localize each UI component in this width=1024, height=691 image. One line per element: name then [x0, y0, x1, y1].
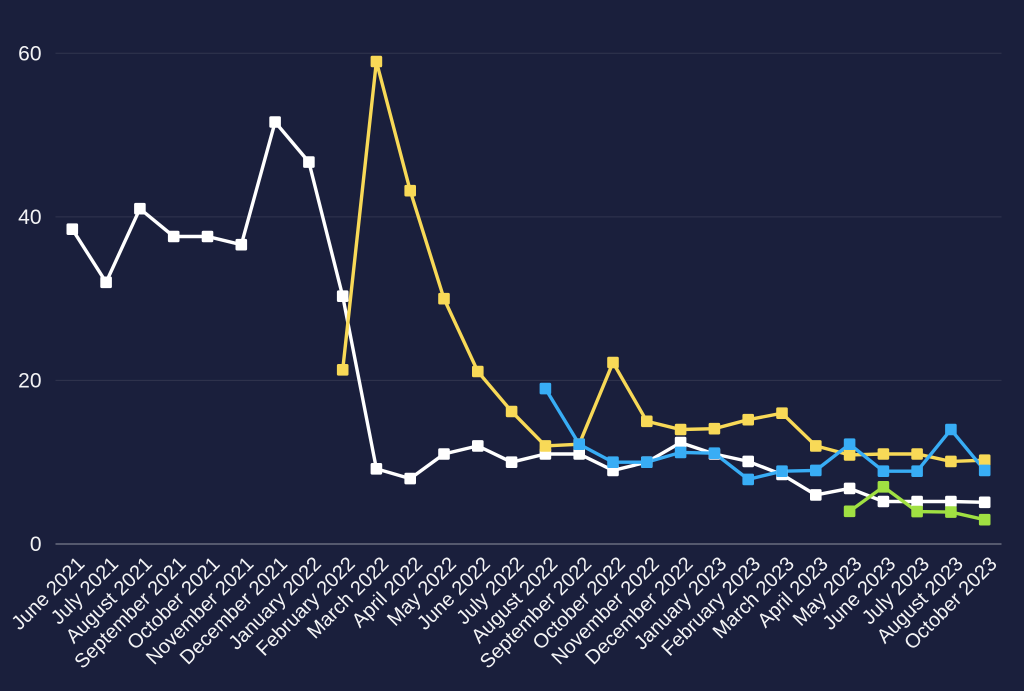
svg-text:40: 40	[18, 206, 41, 229]
svg-text:20: 20	[18, 369, 41, 392]
svg-text:60: 60	[18, 42, 41, 65]
svg-text:0: 0	[30, 533, 42, 556]
